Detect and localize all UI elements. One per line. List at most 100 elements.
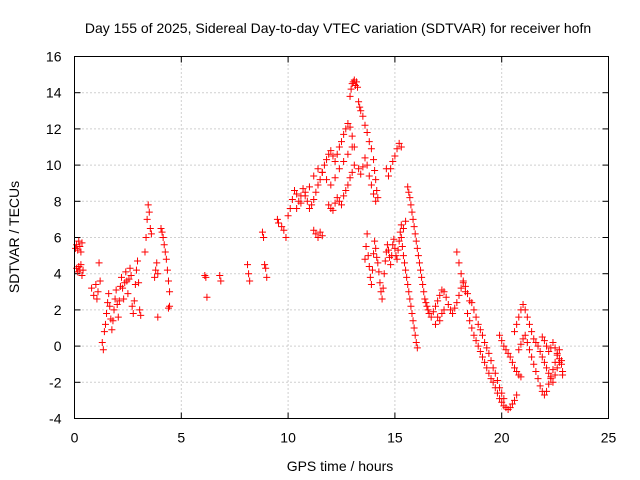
plot-frame [74, 56, 609, 419]
data-point [166, 302, 174, 310]
data-point [468, 324, 476, 332]
data-point [387, 165, 395, 173]
data-point [500, 342, 508, 350]
data-point [440, 306, 448, 314]
data-point [398, 243, 406, 251]
data-point [340, 130, 348, 138]
data-point [444, 300, 452, 308]
data-point [461, 288, 469, 296]
data-point [436, 291, 444, 299]
data-point [410, 223, 418, 231]
data-point [373, 186, 381, 194]
data-point [284, 212, 292, 220]
data-point [310, 226, 318, 234]
data-point [498, 389, 506, 397]
data-point [305, 205, 313, 213]
data-point [506, 353, 514, 361]
data-point [549, 366, 557, 374]
data-point [528, 353, 536, 361]
data-point [370, 156, 378, 164]
data-point [348, 168, 356, 176]
data-point [523, 313, 531, 321]
x-tick-label: 5 [177, 430, 185, 446]
data-point [371, 237, 379, 245]
y-tick-label: 10 [46, 157, 62, 173]
data-point [291, 186, 299, 194]
data-point [485, 369, 493, 377]
x-tick-label: 0 [71, 430, 79, 446]
data-point [245, 270, 253, 278]
data-point [487, 357, 495, 365]
data-point [109, 317, 117, 325]
data-point [397, 234, 405, 241]
data-point [549, 378, 557, 386]
data-point [124, 290, 132, 298]
data-point [344, 119, 352, 127]
data-point [201, 272, 209, 280]
data-point [94, 288, 102, 296]
data-point [258, 228, 266, 236]
data-point [411, 331, 419, 339]
data-point [424, 306, 432, 314]
data-point [489, 364, 497, 372]
data-point [340, 192, 348, 200]
data-point [487, 375, 495, 383]
data-point [355, 98, 363, 106]
data-point [119, 284, 127, 292]
chart-grid [74, 56, 609, 419]
data-point [555, 355, 563, 363]
data-point [114, 313, 122, 321]
data-point [88, 284, 96, 292]
data-point [389, 241, 397, 249]
data-point [128, 302, 136, 310]
data-point [108, 326, 116, 334]
data-point [449, 310, 457, 318]
data-point [372, 244, 380, 252]
data-point [361, 121, 369, 129]
data-point [543, 387, 551, 395]
data-point [413, 244, 421, 252]
data-point [453, 248, 461, 256]
x-tick-label: 10 [280, 430, 296, 446]
data-point [442, 293, 450, 301]
x-tick-label: 15 [387, 430, 403, 446]
data-point [347, 85, 355, 93]
data-point [160, 241, 168, 249]
data-point [344, 150, 352, 158]
data-point [331, 199, 339, 207]
data-point [370, 250, 378, 258]
data-point [545, 348, 553, 356]
data-point [540, 358, 548, 366]
data-point [406, 194, 414, 202]
data-point [530, 335, 538, 343]
data-point [329, 206, 337, 214]
data-point [396, 228, 404, 236]
data-point [540, 391, 548, 399]
data-point [127, 272, 135, 280]
data-point [338, 201, 345, 209]
data-point [372, 176, 380, 184]
data-point [551, 344, 559, 352]
axis-ticks: 0 5 10 15 20 25 -4 -2 0 2 4 6 8 10 12 14 16 [46, 49, 617, 446]
data-point [316, 176, 324, 184]
data-point [278, 223, 286, 231]
data-point [375, 268, 383, 276]
data-point [117, 273, 125, 281]
data-point [310, 172, 318, 180]
data-point [407, 302, 415, 310]
data-point [244, 261, 252, 269]
data-point [367, 145, 375, 153]
data-point [331, 174, 339, 182]
data-point [397, 221, 405, 229]
data-point [96, 277, 104, 285]
data-point [427, 313, 435, 321]
data-point [451, 304, 459, 312]
data-point [377, 288, 385, 296]
data-point [327, 147, 335, 155]
data-point [496, 331, 504, 339]
data-point [136, 306, 144, 314]
data-point [384, 172, 392, 180]
data-point [474, 342, 482, 350]
data-point [411, 230, 419, 238]
data-point [528, 328, 536, 336]
